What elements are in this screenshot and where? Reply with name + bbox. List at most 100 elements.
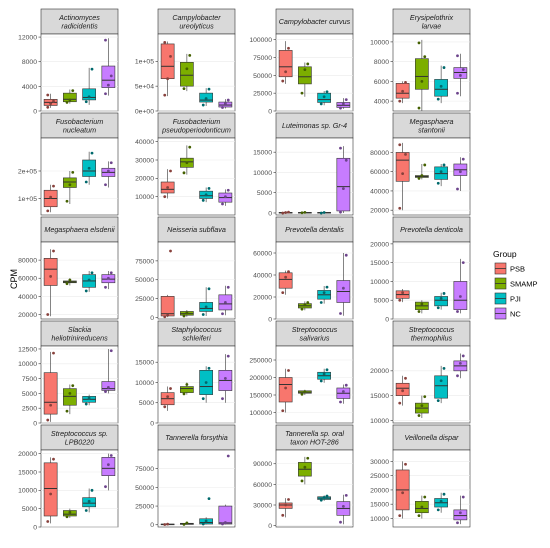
- data-point: [87, 95, 91, 99]
- box-psb: [43, 351, 58, 422]
- box-nc: [218, 454, 233, 526]
- y-tick-label: 60000: [253, 250, 272, 257]
- box-smamp: [415, 395, 429, 419]
- data-point: [104, 485, 107, 489]
- data-point: [71, 170, 75, 174]
- y-tick-label: 60000: [370, 169, 389, 176]
- data-point: [401, 291, 405, 295]
- box-psb: [43, 93, 58, 109]
- box-psb: [278, 41, 293, 84]
- box-smamp: [180, 53, 194, 92]
- y-tick-label: 10000: [370, 418, 389, 425]
- legend-label: PJI: [510, 295, 521, 304]
- panel-11: Prevotella dentalis 0 20000 40000 60000: [253, 216, 354, 323]
- box-smamp: [63, 89, 77, 104]
- box-pji: [434, 163, 448, 187]
- facet-title-line: nucleatum: [63, 125, 96, 134]
- data-point: [300, 392, 304, 396]
- y-tick-label: 0: [268, 523, 272, 530]
- data-point: [456, 187, 459, 191]
- data-point: [169, 169, 172, 173]
- panel-10: Neisseria subflava 0 25000 50000 75000: [135, 216, 236, 322]
- y-tick-label: 0e+00: [135, 108, 154, 115]
- panel-7: Luteimonas sp. Gr-4 0 5000 10000 15000: [253, 112, 354, 217]
- facet-title-line: salivarius: [300, 333, 330, 342]
- legend-item-nc: NC: [494, 307, 521, 320]
- data-point: [163, 195, 167, 199]
- y-tick-label: 20000: [18, 312, 37, 319]
- data-point: [306, 456, 310, 460]
- data-point: [207, 187, 211, 190]
- facet-title-line: Erysipelothrix: [410, 13, 454, 22]
- box-pji: [82, 151, 96, 185]
- facet-title-line: Staphylococcus: [171, 325, 222, 334]
- data-point: [287, 369, 290, 372]
- facet-title-line: stantonii: [418, 125, 445, 134]
- y-tick-label: 10000: [18, 488, 37, 495]
- data-point: [104, 92, 107, 96]
- facet-strip: [275, 424, 354, 451]
- data-point: [439, 84, 443, 88]
- data-point: [106, 386, 110, 389]
- data-point: [458, 295, 462, 298]
- y-tick-label: 8000: [374, 59, 389, 66]
- y-tick-label: 60000: [18, 276, 37, 283]
- data-point: [166, 395, 170, 399]
- data-point: [319, 498, 323, 502]
- data-point: [46, 105, 50, 109]
- data-point: [84, 402, 88, 406]
- y-tick-label: 100000: [249, 37, 272, 44]
- data-point: [401, 389, 405, 393]
- legend-item-pji: PJI: [494, 292, 521, 305]
- y-tick-label: 10000: [18, 361, 37, 368]
- box-nc: [101, 348, 116, 394]
- data-point: [46, 313, 50, 316]
- box-iqr: [101, 381, 116, 391]
- data-point: [339, 312, 342, 315]
- box-smamp: [298, 456, 312, 485]
- facet-title-line: Slackia: [68, 325, 91, 334]
- data-point: [226, 354, 230, 358]
- data-point: [300, 91, 304, 95]
- facet-title-line: Streptococcus sp.: [51, 429, 108, 438]
- data-point: [423, 395, 427, 399]
- box-psb: [278, 210, 293, 215]
- data-point: [339, 106, 342, 110]
- facet-title-line: pseudoperiodonticum: [161, 125, 231, 134]
- data-point: [339, 146, 342, 150]
- box-smamp: [298, 210, 312, 215]
- box-pji: [82, 270, 96, 293]
- data-point: [322, 211, 326, 214]
- box-psb: [43, 249, 58, 317]
- data-point: [344, 158, 348, 162]
- box-iqr: [278, 50, 293, 78]
- data-point: [169, 54, 172, 58]
- y-tick-label: 6000: [374, 79, 389, 86]
- data-point: [52, 99, 55, 103]
- y-tick-label: 0: [33, 524, 37, 531]
- data-point: [284, 386, 288, 390]
- data-point: [461, 157, 465, 161]
- box-nc: [218, 285, 233, 316]
- data-point: [420, 302, 424, 306]
- box-nc: [453, 258, 468, 314]
- data-point: [185, 311, 189, 315]
- data-point: [90, 271, 94, 275]
- legend-item-psb: PSB: [494, 262, 525, 275]
- box-pji: [82, 67, 96, 105]
- box-iqr: [63, 92, 77, 103]
- data-point: [201, 313, 205, 316]
- data-point: [221, 522, 224, 526]
- box-nc: [336, 98, 351, 110]
- data-point: [420, 505, 424, 509]
- data-point: [207, 87, 211, 91]
- data-point: [49, 195, 53, 199]
- y-tick-label: 40000: [370, 188, 389, 195]
- y-tick-label: 30000: [135, 157, 154, 164]
- data-point: [46, 93, 50, 97]
- y-tick-label: 15000: [370, 502, 389, 509]
- data-point: [201, 522, 205, 526]
- data-point: [207, 287, 211, 291]
